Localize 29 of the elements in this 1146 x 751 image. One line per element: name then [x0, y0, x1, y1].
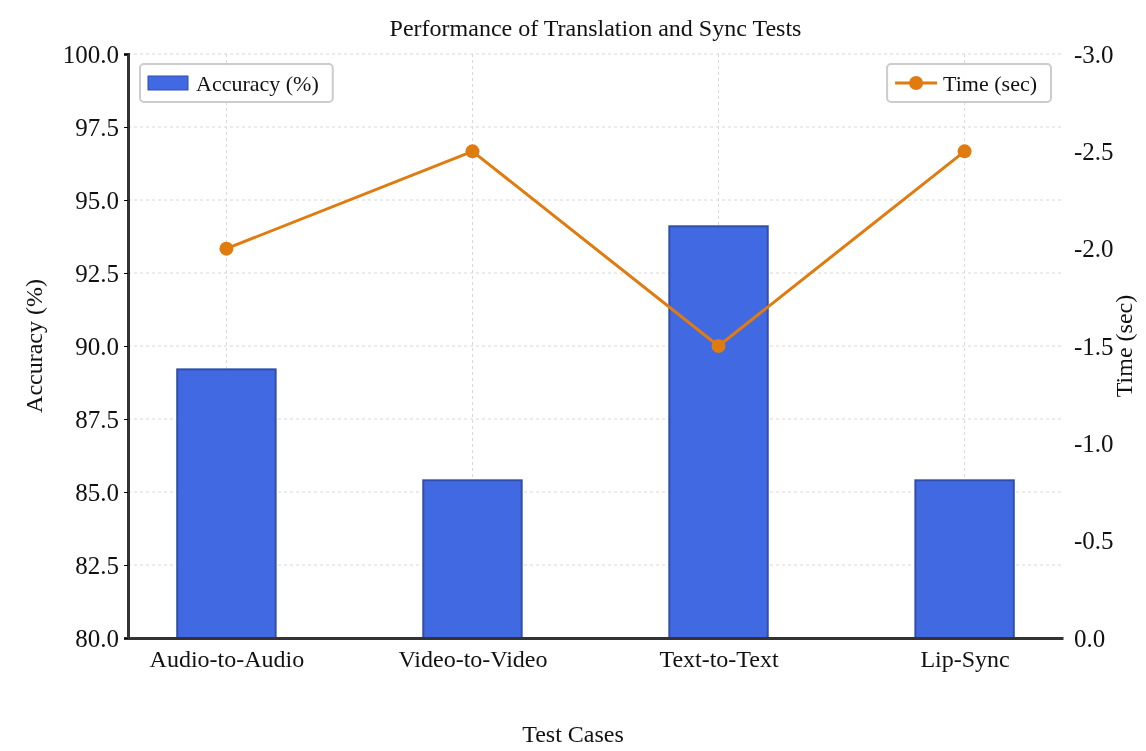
y2-tick-label: -1.0: [1074, 429, 1114, 457]
y-tick-label: 92.5: [75, 259, 119, 287]
legend-label: Accuracy (%): [196, 71, 319, 96]
x-tick-label: Audio-to-Audio: [149, 646, 305, 673]
y2-tick-label: -0.5: [1074, 527, 1114, 555]
y2-tick-label: 0.0: [1074, 624, 1106, 652]
chart-title: Performance of Translation and Sync Tests: [389, 15, 802, 41]
x-axis-title: Test Cases: [522, 721, 624, 747]
y2-tick-label: -3.0: [1074, 40, 1114, 68]
y2-tick-label: -1.5: [1074, 332, 1114, 360]
y-tick-label: 100.0: [62, 40, 119, 68]
y-tick-label: 85.0: [75, 478, 119, 506]
y-tick-label: 80.0: [75, 624, 119, 652]
y-tick-label: 95.0: [75, 186, 119, 214]
x-tick-label: Text-to-Text: [659, 646, 779, 673]
y-tick-label: 97.5: [75, 113, 119, 141]
point: [711, 339, 726, 353]
point: [465, 144, 480, 159]
y-axis-title: Accuracy (%): [21, 279, 47, 413]
x-tick-label: Lip-Sync: [920, 646, 1010, 673]
point: [957, 144, 972, 159]
y-tick-label: 90.0: [75, 332, 119, 360]
y2-tick-label: -2.0: [1074, 235, 1114, 263]
y2-tick-label: -2.5: [1074, 137, 1114, 165]
y-tick-label: 82.5: [75, 551, 119, 579]
y-tick-label: 87.5: [75, 405, 119, 433]
legend-label: Time (sec): [943, 71, 1037, 96]
x-tick-label: Video-to-Video: [398, 646, 548, 673]
point: [219, 241, 234, 256]
